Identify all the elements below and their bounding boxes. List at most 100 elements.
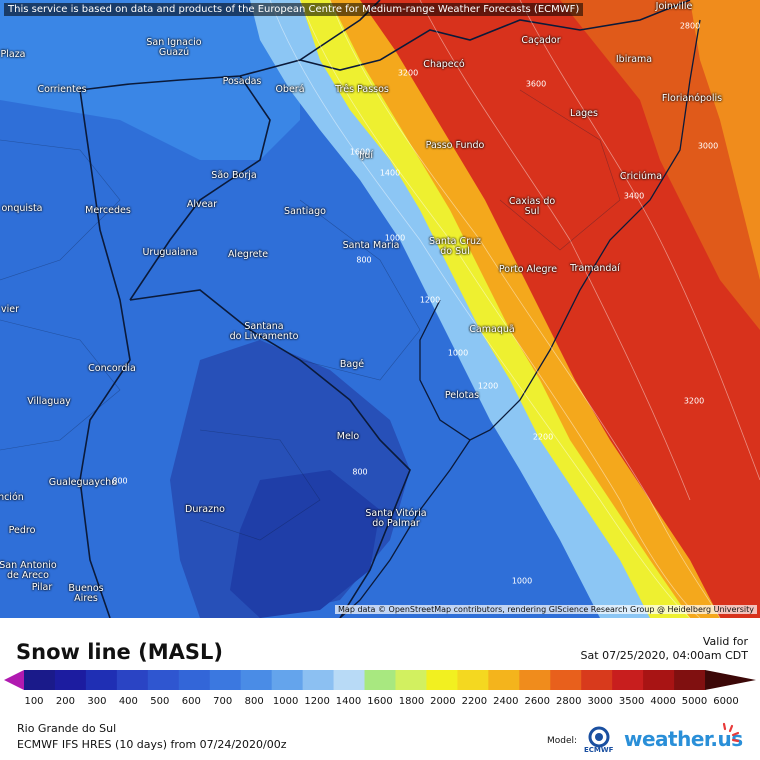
admin-borders (0, 89, 621, 541)
scale-tick-label: 1800 (398, 696, 425, 707)
darker-blue-patch (230, 470, 380, 618)
scale-tick-label: 2400 (493, 696, 519, 707)
city-label-concordia: Concordia (88, 363, 136, 374)
valid-for-label: Valid for (702, 635, 748, 648)
scale-cell (674, 670, 706, 690)
city-label-santana-do-livramento: Santana do Livramento (229, 321, 299, 342)
scale-cell (24, 670, 56, 690)
city-label-obera: Oberá (275, 84, 305, 95)
contour-value-label: 1600 (349, 147, 371, 157)
scale-tick-label: 3000 (587, 696, 613, 707)
city-label-alegrete: Alegrete (227, 249, 269, 260)
scale-tick-label: 4000 (650, 696, 676, 707)
city-label-gualeguaychu: Gualeguaychú (48, 477, 118, 488)
contour-value-label: 1200 (477, 381, 499, 391)
contour-value-label: 3400 (623, 191, 645, 201)
region-name: Rio Grande do Sul (17, 722, 117, 735)
scale-cell (333, 670, 366, 690)
color-scale-ticks: 100 200 300 400 500 600 700 800 1000 1200 1400 1600… (24, 696, 739, 710)
contour-value-label: 1000 (511, 576, 533, 586)
city-label-mercedes: Mercedes (85, 205, 131, 216)
city-label-passo-fundo: Passo Fundo (425, 140, 485, 151)
city-label-melo: Melo (336, 431, 360, 442)
city-label-camaqua: Camaquã (469, 324, 515, 335)
city-label-ibirama: Ibirama (615, 54, 653, 65)
ecmwf-logo-icon (588, 726, 610, 748)
model-run-info: ECMWF IFS HRES (10 days) from 07/24/2020… (17, 738, 287, 751)
scale-cell (426, 670, 458, 690)
scale-cell (550, 670, 582, 690)
city-label-uruguaiana: Uruguaiana (142, 247, 198, 258)
scale-tick-label: 6000 (713, 696, 739, 707)
contour-value-label: 800 (356, 255, 372, 265)
city-label-lages: Lages (570, 108, 598, 119)
city-label-villaguay: Villaguay (27, 396, 71, 407)
city-label-alvear: Alvear (186, 199, 218, 210)
scale-cell (519, 670, 551, 690)
city-label-tres-passos: Três Passos (335, 84, 389, 95)
city-label-encion: ención (0, 492, 24, 503)
scale-tick-label: 3500 (618, 696, 645, 707)
scale-tick-label: 200 (55, 696, 75, 707)
ecmwf-disclaimer: This service is based on data and produc… (4, 3, 584, 16)
city-label-ijui: Ijuí (358, 150, 374, 161)
scale-tick-label: 300 (87, 696, 107, 707)
map-canvas (0, 0, 760, 618)
city-label-plaza: Plaza (0, 49, 26, 60)
city-label-san-antonio-de-areco: San Antonio de Areco (0, 560, 57, 581)
map-attribution[interactable]: Map data © OpenStreetMap contributors, r… (335, 605, 757, 614)
scale-tick-label: 2600 (524, 696, 550, 707)
city-label-cacador: Caçador (521, 35, 561, 46)
city-label-santa-vitoria-do-palmar: Santa Vitória do Palmar (365, 508, 427, 529)
snow-line-map[interactable]: This service is based on data and produc… (0, 0, 760, 618)
scale-cell (209, 670, 242, 690)
scale-cell (457, 670, 489, 690)
ecmwf-logo-text: ECMWF (584, 746, 614, 754)
weather-us-logo[interactable]: weather.us (624, 727, 743, 751)
city-label-vier: vier (0, 304, 20, 315)
contour-value-label: 800 (112, 476, 128, 486)
scale-tick-label: 2800 (555, 696, 582, 707)
city-label-buenos-aires: Buenos Aires (68, 583, 104, 604)
scale-tick-label: 400 (118, 696, 138, 707)
city-label-porto-alegre: Porto Alegre (498, 264, 558, 275)
sun-rays-icon (722, 722, 740, 743)
city-label-posadas: Posadas (222, 76, 262, 87)
contour-value-label: 800 (352, 467, 368, 477)
scale-cell (178, 670, 211, 690)
country-borders (79, 0, 691, 618)
city-label-pedro: Pedro (8, 525, 36, 536)
scale-tick-label: 1400 (335, 696, 362, 707)
city-label-durazno: Durazno (185, 504, 225, 515)
scale-tick-label: 5000 (681, 696, 708, 707)
city-label-conquista: onquista (1, 203, 43, 214)
scale-cell (147, 670, 180, 690)
contour-value-label: 1000 (447, 348, 469, 358)
contour-value-label: 2200 (532, 432, 554, 442)
contour-value-label: 1400 (379, 168, 401, 178)
scale-cell (612, 670, 644, 690)
city-label-sao-borja: São Borja (211, 170, 257, 181)
city-label-caxias-do-sul: Caxias do Sul (508, 196, 556, 217)
city-label-san-ignacio-guazu: San Ignacio Guazú (146, 37, 202, 58)
scale-arrow-left (4, 670, 24, 690)
city-label-corrientes: Corrientes (37, 84, 87, 95)
scale-cell (581, 670, 613, 690)
scale-tick-label: 2000 (430, 696, 456, 707)
city-label-pilar: Pilar (31, 582, 53, 593)
contour-value-label: 2800 (679, 21, 701, 31)
city-label-pelotas: Pelotas (444, 390, 480, 401)
scale-tick-label: 1000 (272, 696, 299, 707)
scale-tick-label: 2200 (461, 696, 488, 707)
scale-cell (302, 670, 335, 690)
scale-cell (271, 670, 304, 690)
contour-lines (269, 0, 760, 618)
city-label-criciuma: Criciúma (619, 171, 663, 182)
scale-cell (395, 670, 427, 690)
scale-cell (643, 670, 675, 690)
coastline (339, 19, 701, 618)
scale-tick-label: 1200 (304, 696, 330, 707)
scale-tick-label: 1600 (367, 696, 393, 707)
contour-value-label: 3200 (397, 68, 419, 78)
scale-tick-label: 500 (150, 696, 170, 707)
